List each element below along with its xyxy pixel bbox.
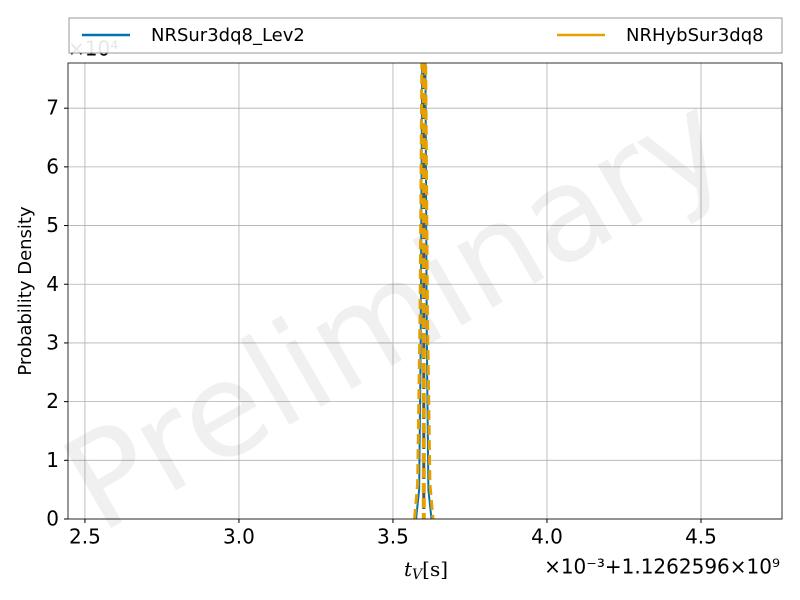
- x-tick-label: 2.5: [69, 525, 101, 549]
- x-label-unit: [s]: [422, 557, 448, 581]
- legend-box: [68, 17, 783, 54]
- y-tick-label: 6: [46, 154, 59, 178]
- x-tick-label: 3.0: [223, 525, 255, 549]
- density-line: [413, 63, 435, 519]
- y-tick-label: 5: [46, 213, 59, 237]
- axes-frame: [67, 62, 783, 520]
- x-offset-label: ×10⁻³+1.1262596×10⁹: [544, 555, 780, 579]
- x-tick-label: 3.5: [377, 525, 409, 549]
- legend: NRSur3dq8_Lev2 NRHybSur3dq8: [68, 17, 783, 54]
- x-tick-label: 4.0: [531, 525, 563, 549]
- x-label-symbol: t: [404, 557, 413, 581]
- y-axis-label: Probability Density: [15, 206, 36, 376]
- x-axis-label: tV[s]: [404, 557, 448, 584]
- legend-label: NRSur3dq8_Lev2: [151, 25, 305, 46]
- y-tick-label: 7: [46, 96, 59, 120]
- y-tick-label: 3: [46, 330, 59, 354]
- legend-label: NRHybSur3dq8: [626, 25, 764, 46]
- plot-area: [413, 63, 435, 519]
- x-tick-label: 4.5: [685, 525, 717, 549]
- y-tick-label: 1: [46, 448, 59, 472]
- y-tick-label: 2: [46, 389, 59, 413]
- y-tick-label: 0: [46, 507, 59, 531]
- x-label-subscript: V: [412, 567, 424, 583]
- y-tick-label: 4: [46, 272, 59, 296]
